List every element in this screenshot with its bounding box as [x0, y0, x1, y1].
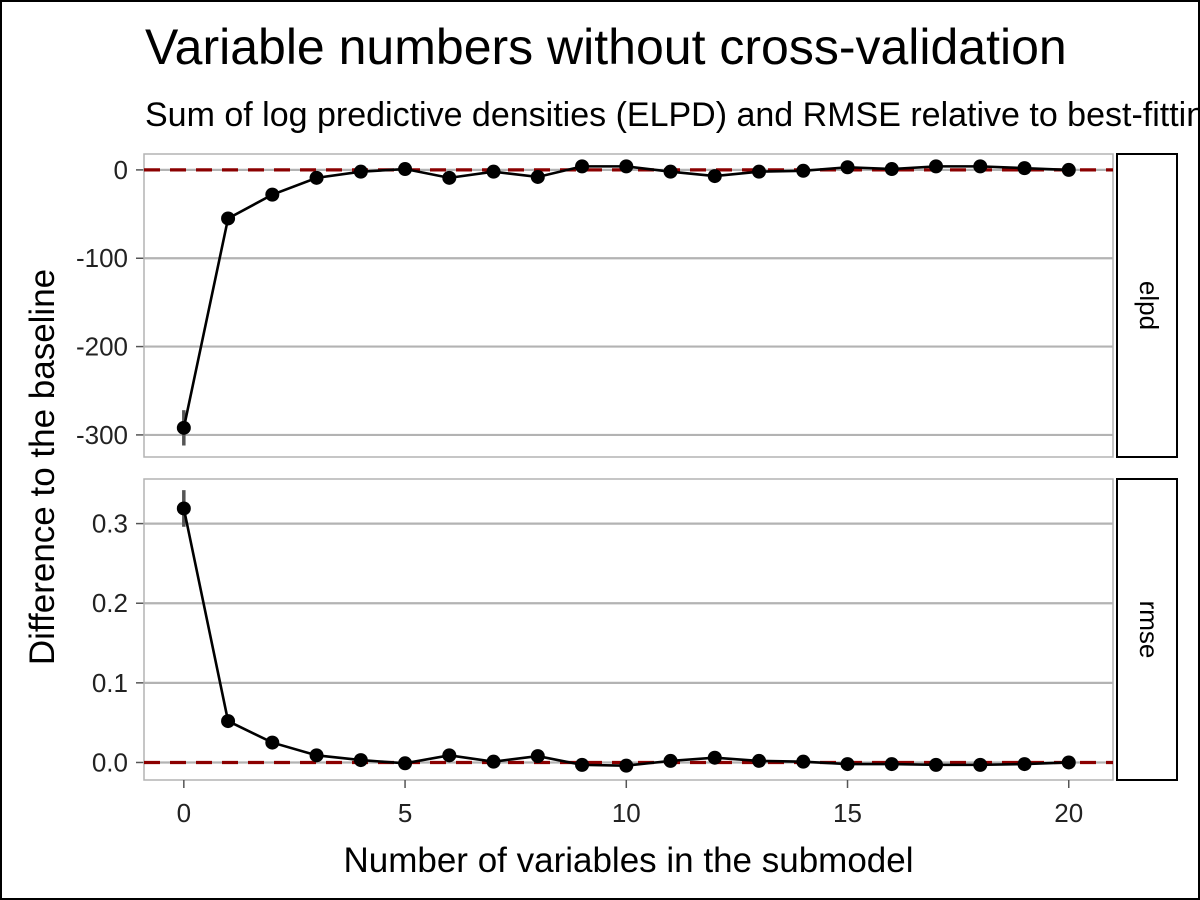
y-tick-label: -100 [76, 243, 128, 273]
data-point [1061, 755, 1076, 770]
series-line-rmse [182, 508, 1069, 767]
data-point [973, 159, 988, 174]
y-tick-label: 0.2 [92, 588, 128, 618]
data-point [663, 753, 678, 768]
data-point [707, 169, 722, 184]
data-point [752, 164, 767, 179]
data-point [265, 735, 280, 750]
data-point [265, 187, 280, 202]
data-point [707, 750, 722, 765]
data-point [398, 162, 413, 177]
data-point [884, 162, 899, 177]
data-point [309, 748, 324, 763]
y-tick-label: 0.1 [92, 668, 128, 698]
data-point [929, 757, 944, 772]
data-point [796, 754, 811, 769]
facet-strip-label: rmse [1134, 601, 1164, 659]
data-point [840, 160, 855, 175]
data-point [575, 757, 590, 772]
data-point [353, 753, 368, 768]
y-tick-label: 0 [114, 155, 128, 185]
data-point [884, 757, 899, 772]
panel-border [143, 153, 1114, 458]
y-tick-label: 0.0 [92, 747, 128, 777]
data-point [530, 169, 545, 184]
facet-strip-label: elpd [1134, 281, 1164, 330]
data-point [619, 159, 634, 174]
data-point [530, 749, 545, 764]
data-point [1017, 757, 1032, 772]
facet-strip [1116, 153, 1178, 458]
data-point [221, 211, 236, 226]
x-tick-label: 5 [398, 798, 412, 828]
chart-title: Variable numbers without cross-validatio… [145, 19, 1067, 75]
data-point [840, 757, 855, 772]
data-point [486, 164, 501, 179]
panel-elpd: 0 -100 -200 -300 elpd [76, 153, 1178, 458]
x-tick-label: 15 [833, 798, 862, 828]
data-point [221, 714, 236, 729]
data-point [176, 420, 191, 435]
data-point [398, 756, 413, 771]
y-axis-title: Difference to the baseline [23, 269, 62, 665]
data-point [929, 159, 944, 174]
data-point [442, 170, 457, 185]
series-line-elpd [182, 165, 1069, 429]
x-tick-label: 20 [1054, 798, 1083, 828]
facet-strip [1116, 478, 1178, 781]
data-point [176, 501, 191, 516]
x-tick-label: 10 [612, 798, 641, 828]
data-point [1061, 162, 1076, 177]
data-point [973, 757, 988, 772]
panel-rmse: 0.3 0.2 0.1 0.0 rmse [92, 478, 1178, 781]
panel-border [143, 478, 1114, 781]
data-point [486, 754, 501, 769]
x-axis: 0 5 10 15 20 [177, 780, 1083, 828]
data-point [1017, 161, 1032, 176]
y-tick-label: -200 [76, 332, 128, 362]
y-tick-label: 0.3 [92, 509, 128, 539]
data-point [353, 164, 368, 179]
chart-subtitle: Sum of log predictive densities (ELPD) a… [145, 96, 1198, 134]
panels: 0 -100 -200 -300 elpd 0.3 0.2 0.1 0.0 rmse [76, 153, 1178, 781]
x-axis-title: Number of variables in the submodel [343, 841, 913, 880]
data-point [619, 758, 634, 773]
data-point [442, 748, 457, 763]
data-point [752, 753, 767, 768]
x-tick-label: 0 [177, 798, 191, 828]
data-point [663, 164, 678, 179]
data-point [796, 163, 811, 178]
data-point [575, 159, 590, 174]
y-tick-label: -300 [76, 420, 128, 450]
data-point [309, 170, 324, 185]
